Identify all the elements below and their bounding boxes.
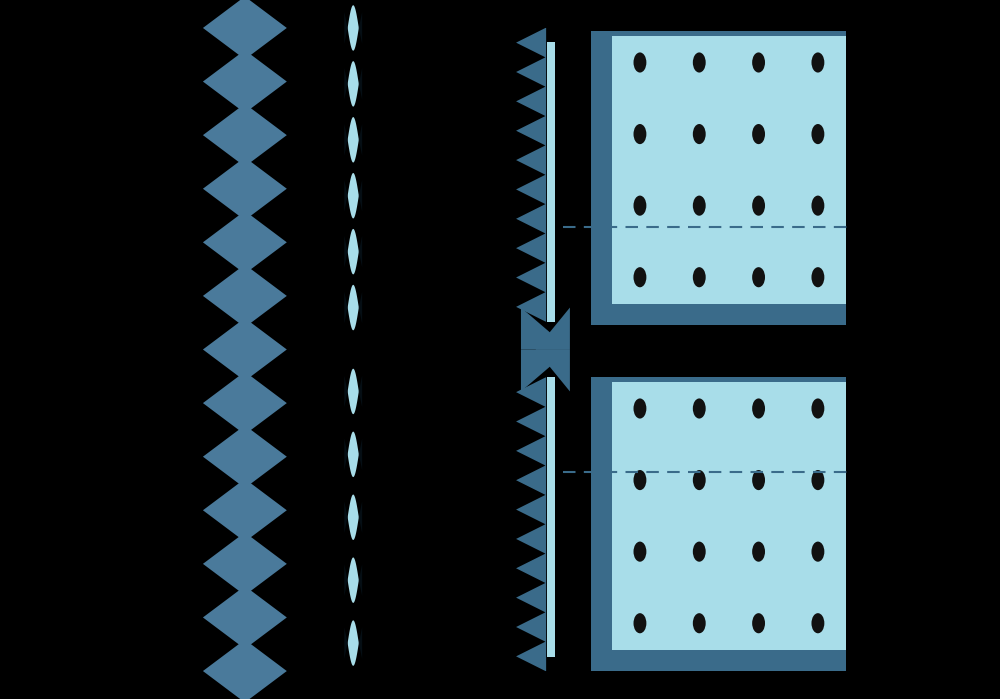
Ellipse shape [634,52,646,73]
Ellipse shape [811,124,824,144]
Ellipse shape [811,398,824,419]
Polygon shape [344,180,348,212]
Ellipse shape [693,542,706,562]
Polygon shape [359,180,362,212]
Polygon shape [348,621,359,665]
Ellipse shape [752,613,765,633]
Ellipse shape [693,470,706,490]
Polygon shape [203,157,287,220]
Polygon shape [359,375,362,408]
Polygon shape [536,350,570,391]
Ellipse shape [693,196,706,216]
Polygon shape [344,12,348,44]
Polygon shape [344,627,348,659]
Polygon shape [348,6,359,50]
Ellipse shape [693,398,706,419]
Polygon shape [203,0,287,59]
Bar [591,31,846,325]
Polygon shape [203,640,287,699]
Ellipse shape [693,52,706,73]
Ellipse shape [634,613,646,633]
Bar [612,36,846,304]
Polygon shape [348,229,359,274]
Polygon shape [203,425,287,488]
Ellipse shape [693,613,706,633]
Polygon shape [359,501,362,533]
Ellipse shape [752,267,765,287]
Polygon shape [359,124,362,156]
Polygon shape [344,124,348,156]
Ellipse shape [634,196,646,216]
Polygon shape [203,586,287,649]
Ellipse shape [752,196,765,216]
Polygon shape [344,291,348,324]
Ellipse shape [693,267,706,287]
Polygon shape [203,479,287,542]
Polygon shape [359,291,362,324]
Polygon shape [344,438,348,470]
Polygon shape [348,558,359,603]
Ellipse shape [752,398,765,419]
Ellipse shape [752,542,765,562]
Polygon shape [203,533,287,596]
Polygon shape [359,68,362,100]
Ellipse shape [811,470,824,490]
Polygon shape [203,211,287,274]
Polygon shape [344,564,348,596]
Ellipse shape [634,542,646,562]
Polygon shape [516,28,546,322]
Polygon shape [348,495,359,540]
Bar [612,382,846,650]
Polygon shape [344,236,348,268]
Ellipse shape [634,267,646,287]
Bar [547,42,555,322]
Ellipse shape [634,470,646,490]
Bar [547,377,555,657]
Polygon shape [536,308,570,350]
Ellipse shape [634,398,646,419]
Ellipse shape [811,267,824,287]
Polygon shape [348,369,359,414]
Polygon shape [344,375,348,408]
Polygon shape [344,501,348,533]
Ellipse shape [811,542,824,562]
Polygon shape [203,50,287,113]
Polygon shape [203,103,287,166]
Polygon shape [348,173,359,218]
Ellipse shape [752,124,765,144]
Polygon shape [348,285,359,330]
Polygon shape [348,117,359,162]
Polygon shape [348,62,359,106]
Polygon shape [203,372,287,435]
Polygon shape [359,627,362,659]
Polygon shape [348,432,359,477]
Ellipse shape [752,470,765,490]
Polygon shape [359,236,362,268]
Bar [591,377,846,671]
Polygon shape [359,564,362,596]
Polygon shape [359,438,362,470]
Polygon shape [359,12,362,44]
Ellipse shape [693,124,706,144]
Polygon shape [521,308,570,350]
Ellipse shape [811,196,824,216]
Ellipse shape [634,124,646,144]
Polygon shape [344,68,348,100]
Polygon shape [521,350,570,391]
Ellipse shape [811,613,824,633]
Polygon shape [203,264,287,327]
Polygon shape [203,318,287,381]
Ellipse shape [811,52,824,73]
Ellipse shape [752,52,765,73]
Polygon shape [516,377,546,671]
